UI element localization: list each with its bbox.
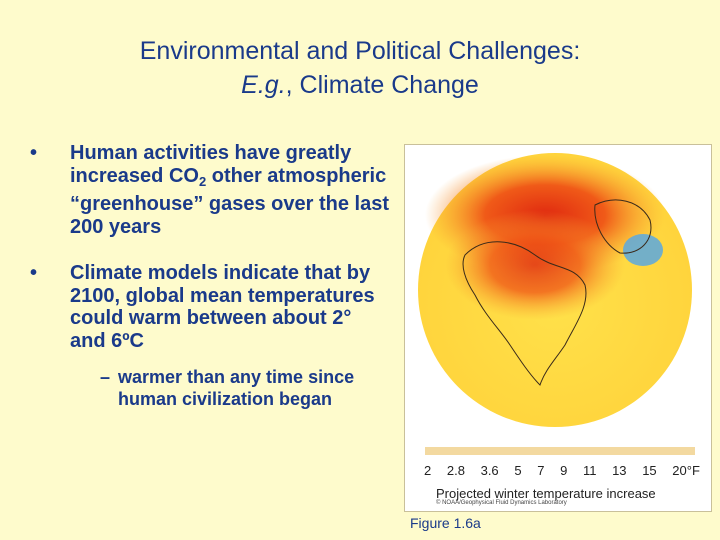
greenland-outline (594, 199, 652, 254)
bullet-climate-models: • Climate models indicate that by 2100, … (30, 262, 390, 410)
scale-label: 20°F (672, 463, 700, 478)
bullet-1-text-b: other atmospheric “greenhouse” gases ove… (70, 164, 390, 238)
scale-label: 3.6 (480, 463, 499, 478)
scale-label: 7 (537, 463, 545, 478)
title-line-2: E.g., Climate Change (0, 68, 720, 102)
scale-label: 5 (514, 463, 522, 478)
bullet-list: • Human activities have greatly increase… (30, 142, 390, 434)
globe-temperature-map (418, 153, 695, 455)
color-scale-bar (425, 447, 695, 455)
bullet-dot: • (30, 142, 38, 164)
title-climate: , Climate Change (285, 71, 479, 99)
scale-label: 11 (582, 463, 597, 478)
bullet-human-activities: • Human activities have greatly increase… (30, 142, 390, 238)
scale-label: 2.8 (446, 463, 465, 478)
title-line-1: Environmental and Political Challenges: (139, 37, 581, 65)
title-eg: E.g. (241, 71, 286, 99)
sub-bullet-text: warmer than any time since human civiliz… (118, 367, 355, 409)
warm-region-canada (445, 210, 625, 320)
scale-labels: 2 2.8 3.6 5 7 9 11 13 15 20°F (424, 463, 700, 478)
bullet-1-subscript: 2 (198, 173, 207, 189)
slide-title: Environmental and Political Challenges: … (0, 34, 720, 102)
scale-label: 13 (612, 463, 627, 478)
continent-outline (462, 241, 587, 386)
cool-spot (623, 234, 663, 266)
scale-label: 2 (424, 463, 432, 478)
scale-label: 15 (642, 463, 657, 478)
scale-label: 9 (560, 463, 568, 478)
figure-caption: Figure 1.6a (410, 515, 481, 531)
figure-credit: © NOAA/Geophysical Fluid Dynamics Labora… (436, 500, 567, 506)
climate-figure (404, 144, 712, 512)
sub-bullet-dash: – (100, 367, 111, 387)
bullet-dot: • (30, 262, 38, 284)
scale-title: Projected winter temperature increase (436, 486, 656, 501)
bullet-1-text-a: Human activities have greatly increased … (70, 142, 352, 187)
sub-bullet-warmer: – warmer than any time since human civil… (70, 366, 390, 410)
bullet-2-text: Climate models indicate that by 2100, gl… (70, 262, 375, 352)
